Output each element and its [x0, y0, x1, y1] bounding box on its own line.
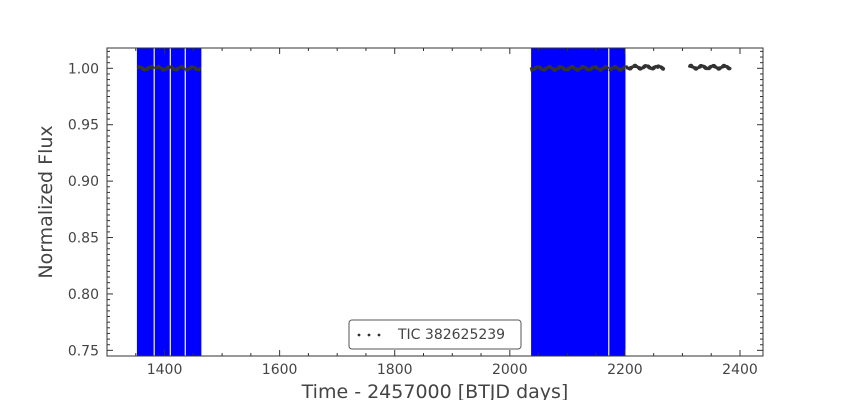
data-segment	[185, 65, 202, 72]
data-point	[151, 65, 155, 69]
y-tick-label: 0.85	[68, 231, 99, 247]
data-point	[606, 66, 610, 69]
y-tick-label: 0.75	[68, 343, 99, 359]
y-axis: 0.75 0.80 0.85 0.90 0.95 1.00	[68, 50, 763, 359]
x-axis: 1400 1600 1800 2000 2200 2400	[106, 48, 758, 378]
highlight-span	[170, 48, 185, 356]
y-tick-label: 1.00	[68, 61, 99, 77]
highlight-span	[609, 48, 626, 356]
legend-dot	[367, 333, 371, 337]
highlight-span	[531, 48, 609, 356]
x-tick-label: 2000	[492, 362, 528, 378]
highlight-span	[185, 48, 202, 356]
highlight-spans	[136, 48, 626, 356]
legend-entry: TIC 382625239	[397, 327, 505, 343]
data-segment	[608, 64, 626, 72]
y-tick-label: 0.80	[68, 287, 99, 303]
data-point	[198, 66, 202, 70]
data-segment	[655, 64, 666, 71]
data-segment	[136, 64, 155, 72]
x-tick-label: 2400	[722, 362, 758, 378]
x-tick-label: 1600	[262, 362, 298, 378]
legend-dot	[357, 333, 361, 337]
data-segment	[529, 64, 610, 72]
data-segment	[625, 63, 658, 71]
y-tick-label: 0.95	[68, 118, 99, 134]
legend-marker	[357, 333, 381, 337]
data-point	[198, 68, 201, 72]
data-point	[662, 67, 666, 70]
legend-box	[348, 319, 522, 350]
x-tick-label: 2200	[607, 362, 643, 378]
data-segment	[154, 64, 171, 72]
x-tick-label: 1800	[377, 362, 413, 378]
data-point	[623, 65, 626, 68]
legend: TIC 382625239	[348, 319, 522, 350]
y-axis-label: Normalized Flux	[35, 125, 57, 278]
highlight-span	[154, 48, 170, 356]
data-point	[622, 67, 626, 70]
x-axis-label: Time - 2457000 [BTJD days]	[301, 381, 569, 400]
data-segment	[688, 63, 732, 71]
plot-frame	[106, 47, 764, 357]
x-tick-label: 1400	[147, 362, 183, 378]
legend-dot	[377, 333, 381, 337]
data-point	[728, 67, 732, 70]
data-points	[136, 63, 732, 72]
highlight-span	[136, 48, 154, 356]
data-segment	[169, 64, 186, 72]
y-tick-label: 0.90	[68, 174, 99, 190]
data-point	[183, 67, 186, 71]
